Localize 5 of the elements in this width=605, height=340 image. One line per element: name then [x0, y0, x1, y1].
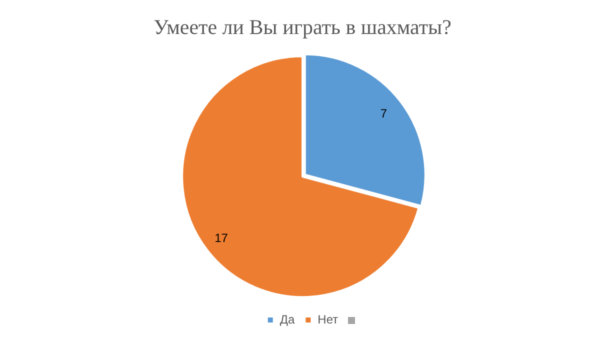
chart-title: Умеете ли Вы играть в шахматы? — [154, 15, 452, 40]
data-label: 17 — [214, 231, 228, 246]
legend-label: Да — [280, 312, 296, 326]
legend-label: Нет — [318, 312, 339, 326]
data-label: 7 — [380, 106, 388, 121]
